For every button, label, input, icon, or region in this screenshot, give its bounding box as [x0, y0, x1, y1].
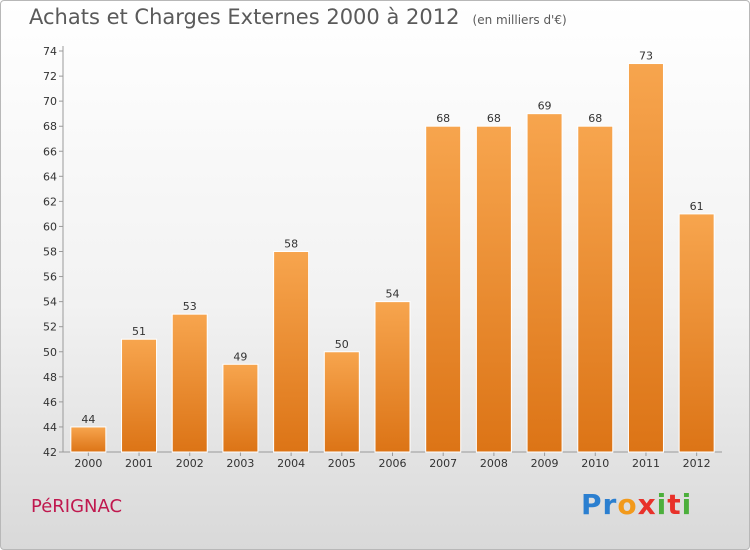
- data-label: 68: [588, 112, 602, 125]
- bar: [171, 313, 208, 453]
- data-label: 50: [335, 338, 349, 351]
- bar: [222, 363, 259, 453]
- x-tick-label: 2005: [328, 457, 356, 470]
- data-label: 51: [132, 325, 146, 338]
- proxiti-logo[interactable]: Proxiti: [581, 488, 692, 521]
- bar: [475, 125, 512, 453]
- chart-title-main: Achats et Charges Externes 2000 à 2012: [29, 5, 460, 29]
- y-tick-label: 42: [43, 446, 57, 459]
- y-tick-label: 72: [43, 70, 57, 83]
- data-label: 69: [538, 100, 552, 113]
- bar: [627, 63, 664, 453]
- y-tick-label: 74: [43, 45, 57, 58]
- bar: [526, 113, 563, 453]
- y-tick-label: 66: [43, 145, 57, 158]
- y-tick-label: 60: [43, 220, 57, 233]
- bars: [70, 63, 715, 453]
- y-tick-label: 56: [43, 271, 57, 284]
- bar: [374, 301, 411, 453]
- x-tick-label: 2004: [277, 457, 305, 470]
- data-label: 53: [183, 300, 197, 313]
- logo-letter: P: [581, 488, 603, 521]
- x-tick-label: 2002: [176, 457, 204, 470]
- x-tick-label: 2007: [429, 457, 457, 470]
- data-label: 61: [690, 200, 704, 213]
- x-tick-label: 2000: [74, 457, 102, 470]
- data-label: 49: [233, 350, 247, 363]
- logo-letter: i: [681, 488, 693, 521]
- chart-title-unit: (en milliers d'€): [472, 13, 567, 27]
- data-label: 68: [436, 112, 450, 125]
- y-tick-label: 50: [43, 346, 57, 359]
- bar: [678, 213, 715, 453]
- commune-name: PéRIGNAC: [31, 496, 123, 517]
- x-tick-label: 2001: [125, 457, 153, 470]
- x-tick-label: 2010: [581, 457, 609, 470]
- x-tick-label: 2012: [683, 457, 711, 470]
- bar: [70, 426, 107, 453]
- axes: 42 44 46 48 50 52 54 56 58 60 62 64 66 68 70 72 74 2000 20…: [43, 45, 722, 470]
- data-labels: 44 51 53 49 58 50 54 68 68 69 68 73 61: [81, 50, 703, 426]
- x-tick-label: 2011: [632, 457, 660, 470]
- y-tick-label: 48: [43, 371, 57, 384]
- y-tick-label: 54: [43, 296, 57, 309]
- y-tick-label: 62: [43, 195, 57, 208]
- bar: [121, 338, 158, 453]
- data-label: 44: [81, 413, 95, 426]
- bar: [273, 251, 310, 453]
- y-tick-label: 52: [43, 321, 57, 334]
- y-tick-label: 58: [43, 246, 57, 259]
- bar: [577, 125, 614, 453]
- chart-title: Achats et Charges Externes 2000 à 2012 (…: [29, 5, 567, 29]
- y-tick-label: 46: [43, 396, 57, 409]
- y-tick-label: 68: [43, 120, 57, 133]
- data-label: 68: [487, 112, 501, 125]
- y-tick-label: 44: [43, 421, 57, 434]
- x-tick-label: 2003: [226, 457, 254, 470]
- bar: [425, 125, 462, 453]
- x-tick-label: 2006: [379, 457, 407, 470]
- logo-letter: i: [656, 488, 668, 521]
- y-tick-label: 64: [43, 170, 57, 183]
- logo-letter: t: [667, 488, 682, 521]
- data-label: 54: [386, 288, 400, 301]
- x-tick-label: 2008: [480, 457, 508, 470]
- logo-letter: o: [617, 488, 638, 521]
- data-label: 73: [639, 50, 653, 63]
- bar: [323, 351, 360, 453]
- data-label: 58: [284, 238, 298, 251]
- x-tick-label: 2009: [531, 457, 559, 470]
- y-tick-label: 70: [43, 95, 57, 108]
- logo-letter: x: [637, 488, 657, 521]
- logo-letter: r: [602, 488, 618, 521]
